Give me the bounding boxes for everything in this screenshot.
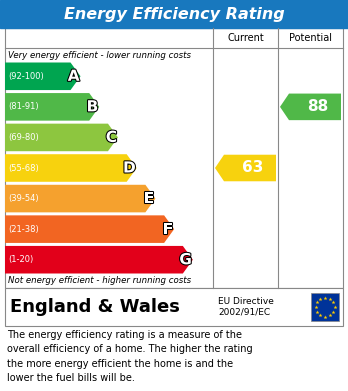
Text: Potential: Potential — [289, 33, 332, 43]
Bar — [5, 288, 343, 326]
Polygon shape — [5, 63, 80, 90]
Bar — [311, 293, 339, 321]
Text: (1-20): (1-20) — [8, 255, 33, 264]
Polygon shape — [215, 155, 276, 181]
Text: 88: 88 — [308, 99, 329, 114]
Polygon shape — [5, 154, 137, 182]
Polygon shape — [5, 124, 118, 151]
Text: 63: 63 — [243, 160, 264, 176]
Text: A: A — [68, 69, 80, 84]
Text: C: C — [106, 130, 117, 145]
Text: England & Wales: England & Wales — [10, 298, 180, 316]
Text: Current: Current — [227, 33, 264, 43]
Text: Not energy efficient - higher running costs: Not energy efficient - higher running co… — [8, 276, 191, 285]
Text: F: F — [163, 222, 173, 237]
Bar — [5, 28, 343, 288]
Text: G: G — [179, 252, 192, 267]
Text: The energy efficiency rating is a measure of the
overall efficiency of a home. T: The energy efficiency rating is a measur… — [7, 330, 253, 383]
Text: Very energy efficient - lower running costs: Very energy efficient - lower running co… — [8, 51, 191, 60]
Text: (92-100): (92-100) — [8, 72, 44, 81]
Text: E: E — [144, 191, 155, 206]
Polygon shape — [5, 185, 156, 212]
Text: Energy Efficiency Rating: Energy Efficiency Rating — [64, 7, 284, 22]
Bar — [0, 0, 348, 28]
Polygon shape — [5, 246, 193, 273]
Text: (39-54): (39-54) — [8, 194, 39, 203]
Text: (55-68): (55-68) — [8, 163, 39, 172]
Text: EU Directive: EU Directive — [218, 298, 274, 307]
Text: (69-80): (69-80) — [8, 133, 39, 142]
Text: (21-38): (21-38) — [8, 225, 39, 234]
Text: B: B — [87, 99, 98, 114]
Text: (81-91): (81-91) — [8, 102, 39, 111]
Polygon shape — [280, 93, 341, 120]
Polygon shape — [5, 93, 99, 121]
Text: 2002/91/EC: 2002/91/EC — [218, 307, 270, 316]
Polygon shape — [5, 215, 174, 243]
Text: D: D — [123, 160, 136, 176]
